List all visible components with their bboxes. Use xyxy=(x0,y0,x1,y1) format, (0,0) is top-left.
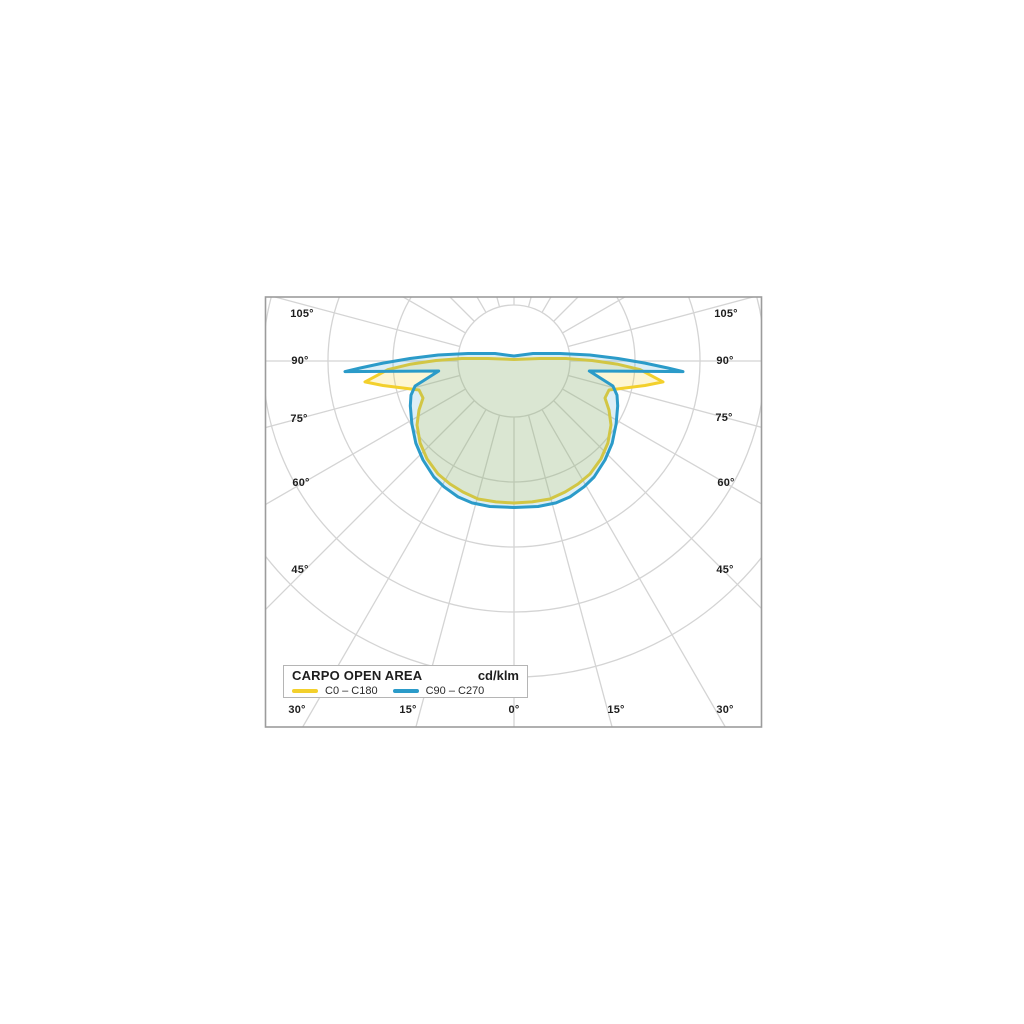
grid-ray xyxy=(301,409,487,727)
angle-label-left: 75° xyxy=(290,413,308,425)
grid-ray xyxy=(541,409,727,727)
legend-unit-label: cd/klm xyxy=(477,668,519,683)
angle-label-left: 60° xyxy=(292,477,310,489)
grid-ray xyxy=(496,297,501,308)
grid-ray xyxy=(527,414,613,727)
angle-label-bottom: 30° xyxy=(288,704,306,716)
grid-ray xyxy=(553,400,762,610)
photometric-curves xyxy=(343,352,685,509)
series-label-c90-c270: C90 – C270 xyxy=(425,685,485,697)
angle-label-right: 45° xyxy=(716,564,734,576)
angle-label-right: 90° xyxy=(716,355,734,367)
grid-ray xyxy=(567,374,762,428)
grid-ray xyxy=(541,297,552,313)
grid-ray xyxy=(265,388,466,506)
angle-label-bottom: 30° xyxy=(716,704,734,716)
plot-border xyxy=(264,296,763,728)
legend-title: CARPO OPEN AREA xyxy=(292,668,423,683)
legend-pair-c90-c270: C90 – C270 xyxy=(392,685,485,697)
angle-label-right: 75° xyxy=(715,412,733,424)
curve-c0-c180 xyxy=(363,357,665,505)
angle-label-right: 60° xyxy=(717,477,735,489)
legend-series-row: C0 – C180 C90 – C270 xyxy=(292,685,519,697)
series-swatch-c0-c180 xyxy=(292,689,318,693)
grid-ray xyxy=(401,297,466,334)
grid-ray xyxy=(527,297,532,308)
angle-label-left: 45° xyxy=(291,564,309,576)
grid-ray xyxy=(567,297,756,348)
angle-label-bottom: 0° xyxy=(508,704,520,716)
grid-ray xyxy=(265,400,475,611)
angle-label-bottom: 15° xyxy=(399,704,417,716)
grid-ray xyxy=(562,297,627,334)
curve-c90-c270 xyxy=(343,352,685,509)
series-label-c0-c180: C0 – C180 xyxy=(325,685,378,697)
angle-label-left: 90° xyxy=(291,355,309,367)
legend-header-row: CARPO OPEN AREA cd/klm xyxy=(292,669,519,682)
angle-label-bottom: 15° xyxy=(607,704,625,716)
grid-ray xyxy=(476,297,487,313)
angle-label-left: 105° xyxy=(290,308,314,320)
legend-box: CARPO OPEN AREA cd/klm C0 – C180 C90 – C… xyxy=(283,665,528,698)
series-swatch-c90-c270 xyxy=(392,689,419,693)
grid-ray xyxy=(265,374,461,429)
grid-ray xyxy=(272,297,461,348)
grid-ray xyxy=(449,297,475,322)
angle-label-right: 105° xyxy=(714,308,738,320)
grid-ray xyxy=(562,388,762,505)
grid-ray xyxy=(553,297,579,322)
